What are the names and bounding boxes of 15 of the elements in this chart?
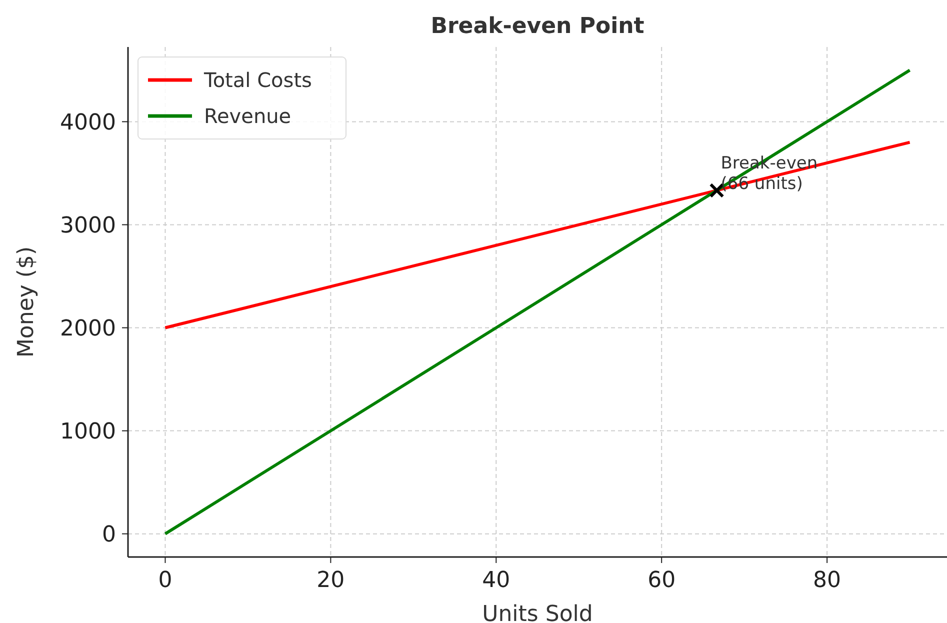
x-tick-label: 0 — [158, 568, 172, 593]
x-tick-label: 20 — [316, 568, 345, 593]
y-tick-label: 0 — [102, 522, 116, 548]
y-tick-label: 1000 — [60, 419, 116, 444]
x-tick-label: 80 — [813, 568, 842, 593]
y-tick-label: 4000 — [60, 110, 116, 136]
legend-label: Total Costs — [203, 68, 312, 92]
legend-label: Revenue — [204, 104, 292, 128]
x-tick-label: 60 — [648, 568, 676, 593]
y-tick-label: 3000 — [60, 213, 116, 238]
y-axis-title: Money ($) — [14, 246, 39, 358]
y-tick-label: 2000 — [60, 316, 116, 342]
x-tick-label: 40 — [482, 568, 510, 593]
chart-title: Break-even Point — [430, 14, 645, 39]
x-axis-title: Units Sold — [482, 602, 593, 623]
